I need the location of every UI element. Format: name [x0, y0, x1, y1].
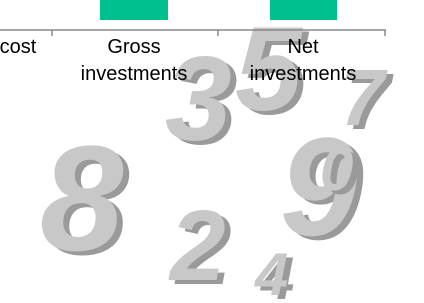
category-label: investments: [81, 63, 188, 85]
category-label: Gross: [107, 36, 160, 58]
bar: [270, 0, 337, 20]
category-label: investments: [250, 63, 357, 85]
digit: 0: [320, 136, 353, 203]
bar: [100, 0, 168, 20]
screenshot: 8833557799002244 costGrossinvestmentsNet…: [0, 0, 424, 303]
digit: 8: [40, 114, 124, 282]
digit: 2: [168, 190, 226, 302]
category-label: Net: [287, 36, 319, 58]
category-label: cost: [0, 36, 37, 58]
digit: 4: [254, 241, 288, 303]
digit: 3: [165, 32, 232, 166]
